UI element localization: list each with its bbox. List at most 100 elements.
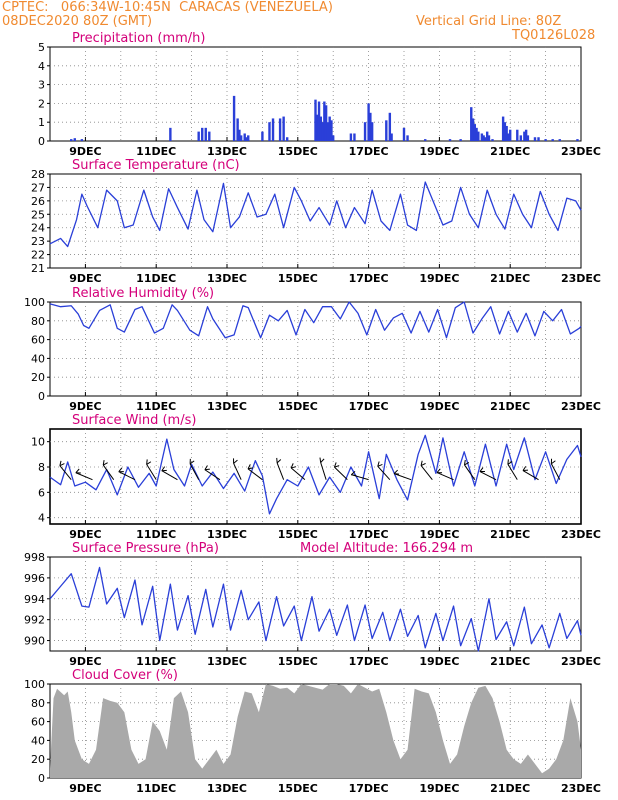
precip-bar xyxy=(245,137,248,141)
precip-bar xyxy=(526,135,530,141)
rh-ytick-label: 100 xyxy=(24,296,45,309)
temp-ytick-label: 23 xyxy=(31,235,45,248)
precip-bar xyxy=(80,139,84,141)
precip-bar xyxy=(524,129,528,141)
pressure-xtick-label: 13DEC xyxy=(207,655,247,668)
rh-xtick-label: 11DEC xyxy=(136,400,176,413)
rh-xtick-label: 13DEC xyxy=(207,400,247,413)
precip-bar xyxy=(503,122,507,141)
wind-vector-head xyxy=(351,474,357,477)
wind-plot-frame xyxy=(49,428,582,525)
wind-ytick-label: 10 xyxy=(31,436,45,449)
wind-vector xyxy=(189,463,200,480)
precip-bar xyxy=(314,99,317,141)
wind-vector-head xyxy=(393,469,398,474)
wind-vector-head xyxy=(464,462,470,466)
rh-ytick-label: 0 xyxy=(38,390,45,403)
precip-bar xyxy=(471,118,475,141)
precip-bar xyxy=(349,133,353,141)
precip-ytick-label: 0 xyxy=(38,135,45,148)
wind-vector xyxy=(290,467,306,481)
precip-bar xyxy=(232,95,236,141)
wind-vector-head xyxy=(334,465,340,468)
rh-title: Relative Humidity (%) xyxy=(72,286,214,301)
wind-vector xyxy=(75,472,93,481)
wind-vector-head xyxy=(146,461,152,465)
precip-bar xyxy=(243,133,246,141)
rh-xtick-label: 23DEC xyxy=(561,400,601,413)
wind-vector-head xyxy=(350,471,356,476)
wind-vector xyxy=(276,462,285,480)
precip-xtick-label: 17DEC xyxy=(349,145,389,158)
precip-bar xyxy=(73,138,76,141)
rh-ytick-label: 20 xyxy=(31,371,45,384)
precip-bar xyxy=(480,133,484,141)
rh-xtick-label: 19DEC xyxy=(419,400,459,413)
cloud-ytick-label: 40 xyxy=(31,734,45,747)
temp-ytick-label: 22 xyxy=(31,249,45,262)
rh-ytick-label: 60 xyxy=(31,334,45,347)
precip-bar xyxy=(324,105,328,141)
precip-ytick-label: 4 xyxy=(38,60,45,73)
precip-bar xyxy=(551,139,554,141)
wind-vector-head xyxy=(463,459,466,466)
pressure-series-line xyxy=(49,566,582,652)
wind-vector xyxy=(550,463,561,480)
pressure-ytick-label: 998 xyxy=(24,551,45,564)
precip-bar xyxy=(388,112,392,141)
precip-bar xyxy=(369,112,372,141)
wind-ytick-label: 4 xyxy=(38,512,45,525)
precip-bar xyxy=(544,139,547,141)
wind-vector-head xyxy=(319,457,322,463)
precip-bar xyxy=(330,120,333,141)
precip-bar xyxy=(326,122,330,141)
wind-xtick-label: 11DEC xyxy=(136,528,176,541)
header-date: 08DEC2020 80Z (GMT) xyxy=(2,14,153,29)
precip-bar xyxy=(204,127,207,141)
cloud-ytick-label: 0 xyxy=(38,772,45,785)
precip-bar xyxy=(353,133,356,141)
cloud-ytick-label: 20 xyxy=(31,753,45,766)
temp-ytick-label: 25 xyxy=(31,208,45,221)
temp-xtick-label: 11DEC xyxy=(136,272,176,285)
precip-bar xyxy=(485,131,489,141)
precip-bar xyxy=(317,101,321,141)
wind-vector-head xyxy=(333,462,337,468)
wind-vector-head xyxy=(102,460,105,466)
wind-vector xyxy=(118,471,136,481)
precip-bar xyxy=(533,137,537,141)
wind-xtick-label: 19DEC xyxy=(419,528,459,541)
temp-ytick-label: 21 xyxy=(31,262,45,275)
wind-vector-head xyxy=(420,462,426,467)
temp-xtick-label: 15DEC xyxy=(278,272,318,285)
precip-bar xyxy=(321,122,324,141)
wind-vector-head xyxy=(189,460,195,465)
precip-bar xyxy=(516,129,519,141)
precip-bar xyxy=(558,139,561,141)
cloud-ytick-label: 100 xyxy=(24,678,45,691)
header-station: CPTEC: 066:34W-10:45N CARACAS (VENEZUELA… xyxy=(2,0,333,15)
precip-bar xyxy=(459,139,462,141)
temp-ytick-label: 27 xyxy=(31,181,45,194)
rh-xtick-label: 9DEC xyxy=(69,400,101,413)
precip-bar xyxy=(247,135,250,141)
precip-xtick-label: 13DEC xyxy=(207,145,247,158)
cloud-xtick-label: 17DEC xyxy=(349,782,389,795)
wind-vector xyxy=(334,466,348,481)
pressure-ytick-label: 994 xyxy=(24,593,45,606)
precip-bar xyxy=(238,129,241,141)
rh-series-line xyxy=(49,301,582,339)
wind-xtick-label: 21DEC xyxy=(490,528,530,541)
precip-bar xyxy=(236,118,239,141)
precip-xtick-label: 11DEC xyxy=(136,145,176,158)
precip-xtick-label: 19DEC xyxy=(419,145,459,158)
wind-vector xyxy=(247,468,263,481)
pressure-ytick-label: 996 xyxy=(24,572,45,585)
rh-xtick-label: 21DEC xyxy=(490,400,530,413)
temp-series-line xyxy=(49,181,582,248)
precip-bar xyxy=(424,139,427,141)
precip-bar xyxy=(475,127,478,141)
precip-title: Precipitation (mm/h) xyxy=(72,31,205,46)
wind-vector-head xyxy=(59,460,62,466)
